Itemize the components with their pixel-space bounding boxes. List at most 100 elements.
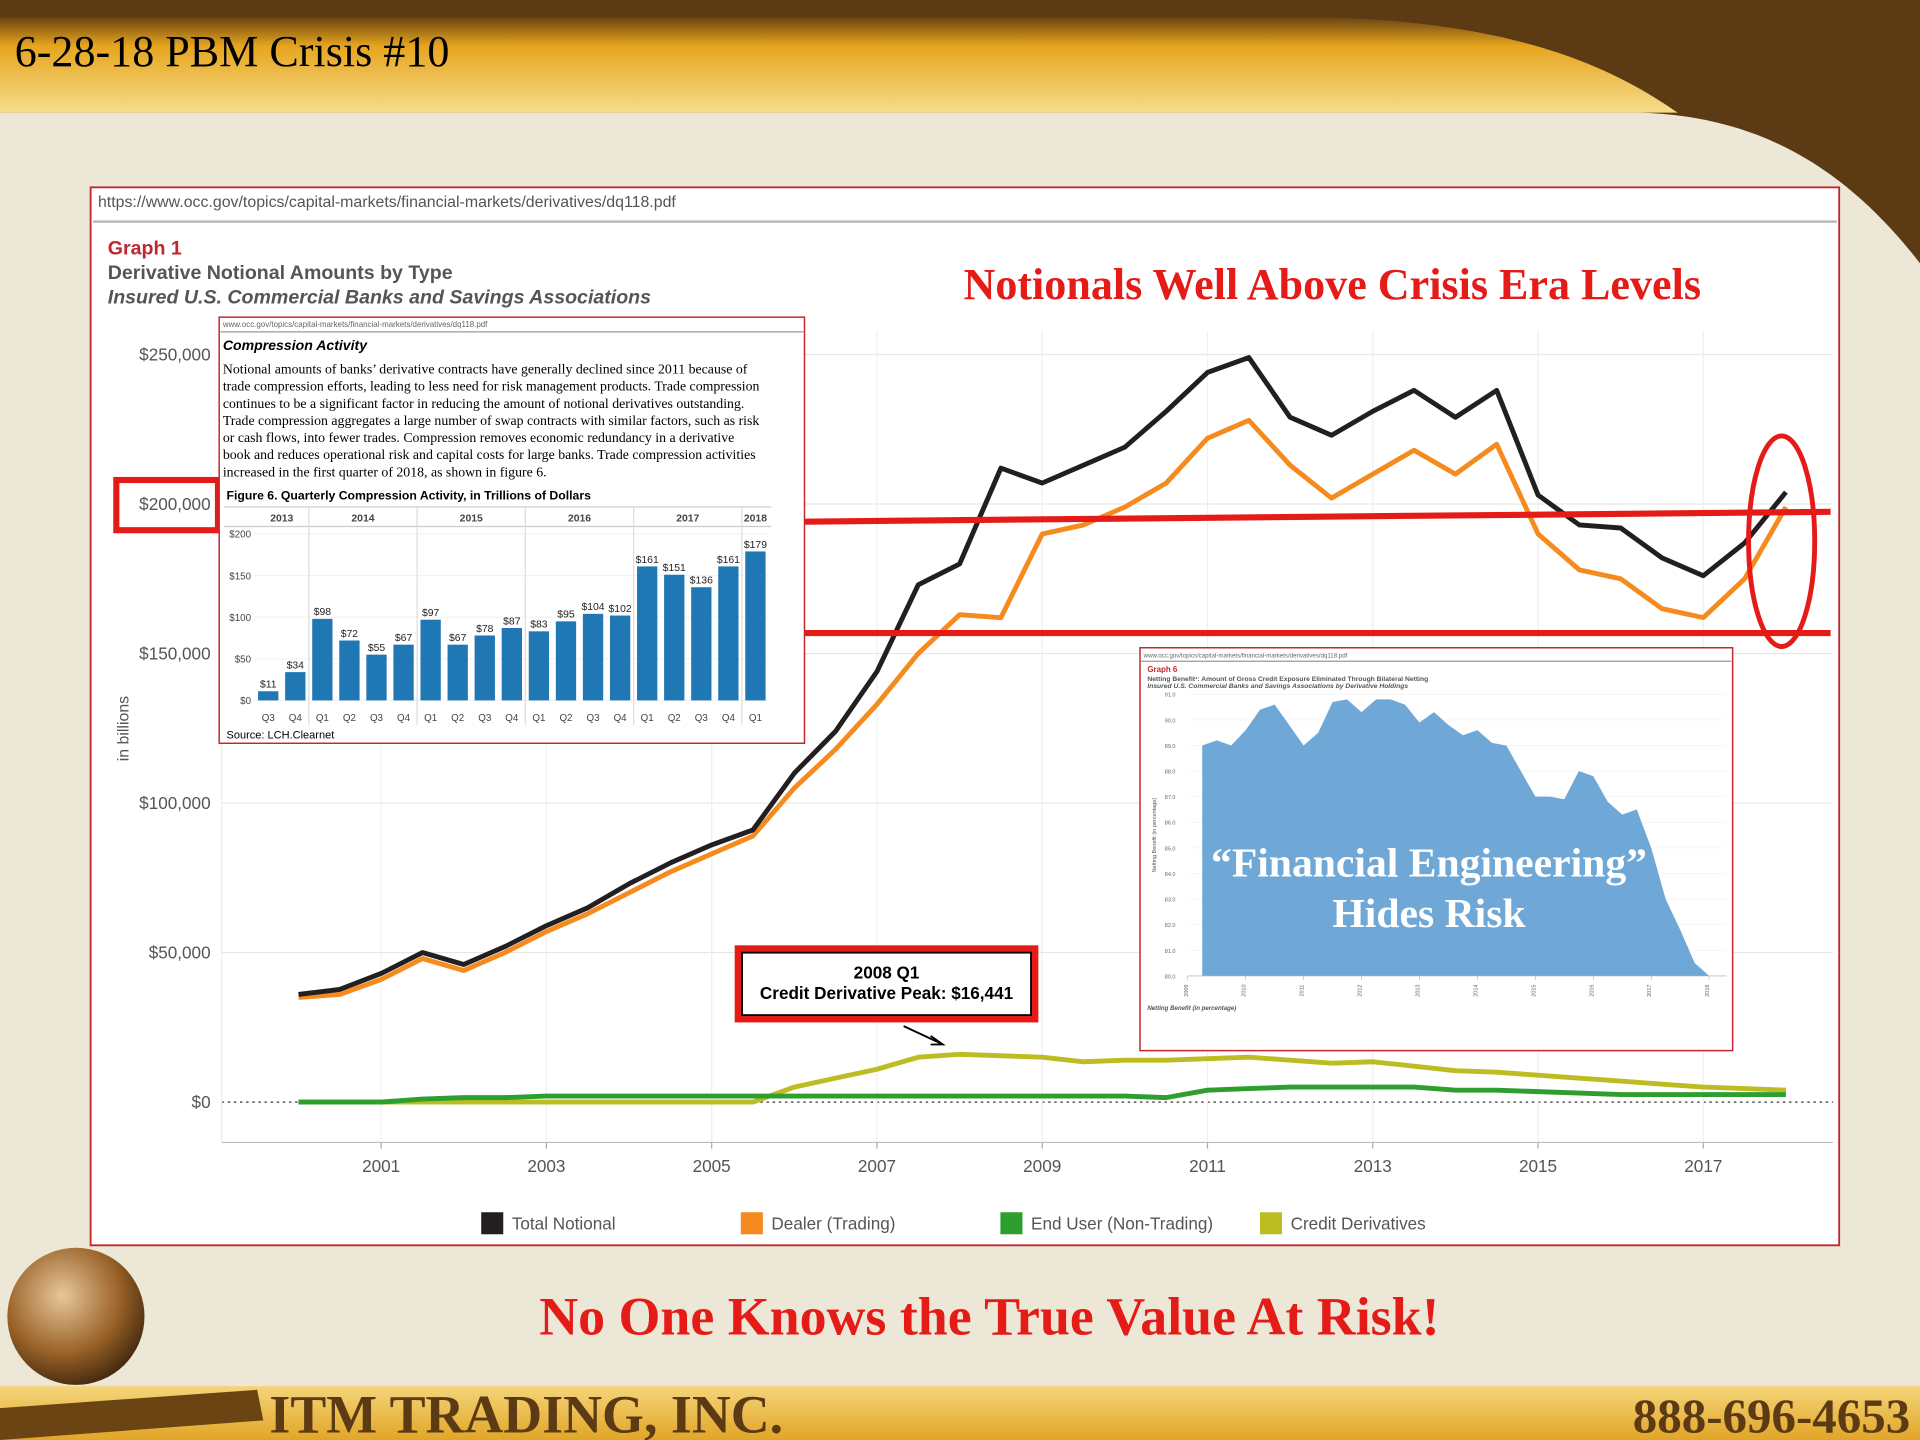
x-tick-label: Q1 [316, 713, 329, 724]
bar [258, 691, 279, 701]
series-line [298, 1051, 1787, 1105]
y-tick-label: $0 [192, 1092, 211, 1112]
value-label: $11 [260, 680, 277, 691]
value-label: $161 [636, 555, 659, 566]
x-tick-label: Q4 [397, 713, 411, 724]
inset-heading: Compression Activity [223, 337, 368, 353]
y-tick-label: $50,000 [149, 943, 211, 963]
y-tick-label: 87.0 [1165, 795, 1176, 801]
highlight-ellipse [1746, 433, 1818, 649]
y-tick-label: $100 [229, 613, 251, 624]
x-tick-label: Q1 [532, 713, 545, 724]
x-tick-label: 2009 [1023, 1156, 1061, 1176]
value-label: $98 [314, 607, 332, 618]
globe-icon [7, 1247, 145, 1385]
legend-swatch [481, 1212, 504, 1235]
y-tick-label: 82.0 [1165, 923, 1176, 929]
x-tick-label: 2017 [1684, 1156, 1722, 1176]
y-tick-label: $0 [240, 696, 251, 707]
url: https://www.occ.gov/topics/capital-marke… [98, 194, 676, 211]
y-tick-label: 83.0 [1165, 898, 1176, 904]
x-tick-label: Q2 [559, 713, 572, 724]
y-tick-label: $50 [235, 654, 252, 665]
top-gold-band [0, 17, 1678, 113]
y-tick-label: $200,000 [139, 494, 210, 514]
annotation-text: 2008 Q1 [854, 962, 920, 982]
group-label: 2018 [744, 514, 767, 525]
x-tick-label: 2015 [1531, 984, 1537, 996]
x-tick-label: Q2 [343, 713, 356, 724]
x-tick-label: Q3 [370, 713, 384, 724]
value-label: $72 [341, 629, 359, 640]
x-tick-label: 2007 [858, 1156, 896, 1176]
paragraph-line: or cash flows, into fewer trades. Compre… [223, 430, 734, 445]
compression-inset: www.occ.gov/topics/capital-markets/finan… [218, 316, 806, 745]
legend-label: Dealer (Trading) [771, 1213, 895, 1233]
x-tick-label: 2011 [1300, 985, 1306, 997]
bar [474, 635, 495, 701]
value-label: $83 [530, 620, 548, 631]
area [1202, 699, 1710, 976]
series-line [298, 1084, 1786, 1105]
value-label: $34 [287, 660, 305, 671]
x-tick-label: Q1 [424, 713, 437, 724]
netting-inset: www.occ.gov/topics/capital-markets/finan… [1139, 647, 1734, 1052]
bar [555, 621, 577, 701]
y-tick-label: $150 [229, 571, 251, 582]
x-tick-label: 2010 [1242, 984, 1248, 996]
paragraph-line: book and reduces operational risk and ca… [223, 447, 756, 462]
highlight-box [113, 476, 222, 534]
x-tick-label: 2009 [1184, 984, 1190, 996]
x-tick-label: Q1 [641, 713, 654, 724]
x-tick-label: 2016 [1589, 984, 1595, 996]
area-chart-title: Netting Benefit¹: Amount of Gross Credit… [1147, 676, 1428, 683]
x-tick-label: 2005 [693, 1156, 731, 1176]
footer-message: No One Knows the True Value At Risk! [539, 1287, 1439, 1347]
x-tick-label: 2015 [1519, 1156, 1557, 1176]
x-tick-label: 2012 [1358, 984, 1364, 996]
value-label: $104 [581, 602, 604, 613]
annotation: 2008 Q1 Credit Derivative Peak: $16,441 [734, 945, 1039, 1046]
bar [745, 551, 766, 701]
y-tick-label: 84.0 [1165, 872, 1176, 878]
x-tick-label: 2013 [1354, 1156, 1392, 1176]
red-line [804, 508, 1831, 525]
y-tick-label: 91.0 [1165, 693, 1176, 699]
main-chart: Graph 1 Derivative Notional Amounts by T… [108, 238, 1834, 1235]
phone: 888-696-4653 [1633, 1389, 1910, 1440]
y-tick-label: 81.0 [1165, 949, 1176, 955]
paragraph-line: continues to be a significant factor in … [223, 396, 745, 411]
group-label: 2017 [676, 514, 699, 525]
x-tick-label: Q4 [614, 713, 628, 724]
bar-chart-title: Figure 6. Quarterly Compression Activity… [227, 489, 592, 503]
chart-title: Derivative Notional Amounts by Type [108, 262, 453, 284]
y-tick-label: 89.0 [1165, 744, 1176, 750]
value-label: $136 [690, 576, 713, 587]
table-label: Netting Benefit (in percentage) [1147, 1005, 1236, 1012]
paragraph-line: Trade compression aggregates a large num… [223, 413, 760, 428]
value-label: $87 [503, 616, 521, 627]
bar [285, 672, 306, 701]
bar [312, 618, 333, 701]
x-tick-label: 2018 [1705, 984, 1711, 996]
bar [366, 654, 387, 701]
bar [637, 566, 658, 701]
group-label: 2014 [351, 514, 374, 525]
bar [582, 613, 604, 701]
paragraph-line: Notional amounts of banks’ derivative co… [223, 361, 748, 376]
bar [528, 631, 550, 701]
inset-url: www.occ.gov/topics/capital-markets/finan… [222, 320, 488, 329]
y-axis-label: Netting Benefit (in percentage) [1152, 798, 1158, 873]
bar [447, 644, 468, 701]
legend-label: Credit Derivatives [1291, 1213, 1426, 1233]
x-tick-label: Q4 [289, 713, 303, 724]
value-label: $67 [395, 633, 413, 644]
x-tick-label: 2003 [527, 1156, 565, 1176]
value-label: $78 [476, 624, 494, 635]
overlay-text: Hides Risk [1332, 891, 1526, 937]
bar [339, 640, 360, 701]
inset-url: www.occ.gov/topics/capital-markets/finan… [1143, 653, 1348, 660]
x-tick-label: Q4 [722, 713, 736, 724]
headline: Notionals Well Above Crisis Era Levels [963, 260, 1701, 309]
